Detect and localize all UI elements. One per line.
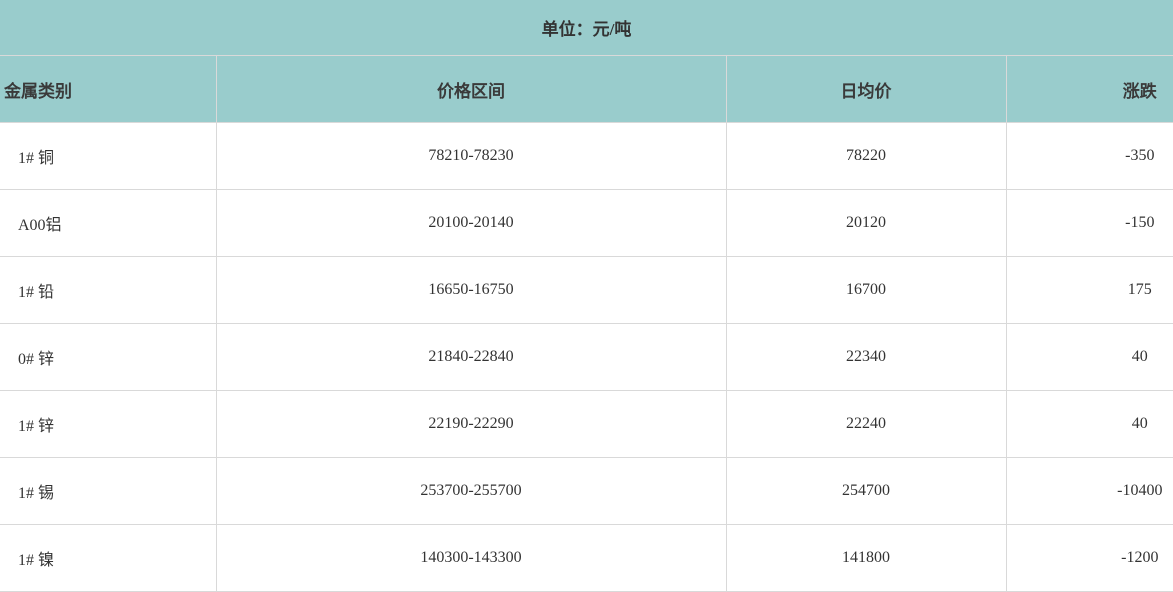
cell-average-price: 16700 <box>725 256 1007 324</box>
column-header-average-price: 日均价 <box>725 55 1007 123</box>
cell-price-range: 22190-22290 <box>215 390 727 458</box>
table-row: 1# 锡 253700-255700 254700 -10400 <box>0 457 1173 525</box>
cell-average-price: 78220 <box>725 122 1007 190</box>
table-row: 1# 锌 22190-22290 22240 40 <box>0 390 1173 458</box>
cell-change: 175 <box>1005 256 1173 324</box>
cell-average-price: 254700 <box>725 457 1007 525</box>
table-row: 1# 铜 78210-78230 78220 -350 <box>0 122 1173 190</box>
cell-price-range: 140300-143300 <box>215 524 727 592</box>
cell-change: -1200 <box>1005 524 1173 592</box>
cell-average-price: 20120 <box>725 189 1007 257</box>
table-row: 1# 镍 140300-143300 141800 -1200 <box>0 524 1173 592</box>
cell-metal: 1# 铜 <box>0 122 217 190</box>
cell-price-range: 21840-22840 <box>215 323 727 391</box>
cell-metal: 1# 铅 <box>0 256 217 324</box>
cell-metal: 1# 锌 <box>0 390 217 458</box>
cell-metal: A00铝 <box>0 189 217 257</box>
table-header-row: 金属类别 价格区间 日均价 涨跌 <box>0 55 1173 123</box>
cell-price-range: 78210-78230 <box>215 122 727 190</box>
cell-price-range: 16650-16750 <box>215 256 727 324</box>
cell-average-price: 22340 <box>725 323 1007 391</box>
table-row: 0# 锌 21840-22840 22340 40 <box>0 323 1173 391</box>
cell-metal: 1# 锡 <box>0 457 217 525</box>
column-header-change: 涨跌 <box>1005 55 1173 123</box>
unit-label: 单位：元/吨 <box>0 0 1173 56</box>
table-row: A00铝 20100-20140 20120 -150 <box>0 189 1173 257</box>
column-header-price-range: 价格区间 <box>215 55 727 123</box>
cell-average-price: 141800 <box>725 524 1007 592</box>
cell-change: -10400 <box>1005 457 1173 525</box>
cell-metal: 0# 锌 <box>0 323 217 391</box>
cell-metal: 1# 镍 <box>0 524 217 592</box>
cell-change: 40 <box>1005 323 1173 391</box>
table-row: 1# 铅 16650-16750 16700 175 <box>0 256 1173 324</box>
column-header-metal: 金属类别 <box>0 55 217 123</box>
cell-price-range: 20100-20140 <box>215 189 727 257</box>
cell-price-range: 253700-255700 <box>215 457 727 525</box>
cell-change: -150 <box>1005 189 1173 257</box>
cell-change: -350 <box>1005 122 1173 190</box>
cell-change: 40 <box>1005 390 1173 458</box>
cell-average-price: 22240 <box>725 390 1007 458</box>
